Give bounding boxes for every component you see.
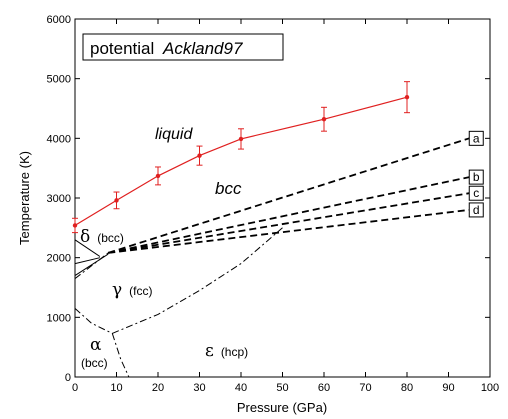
x-tick-label: 40 — [235, 382, 247, 394]
alpha-gamma-boundary — [75, 308, 112, 333]
melting-point — [405, 95, 409, 99]
chart-title: potential Ackland97 — [90, 39, 243, 58]
y-tick-label: 6000 — [47, 14, 71, 26]
curve-label-a: a — [473, 131, 480, 145]
curve-label-b: b — [473, 170, 480, 184]
title-name: Ackland97 — [162, 39, 243, 58]
melting-point — [73, 223, 77, 227]
phase-label-gamma: γ (fcc) — [112, 280, 153, 300]
phase-label-epsilon: ε (hcp) — [205, 341, 248, 361]
x-tick-label: 70 — [359, 382, 371, 394]
melting-point — [114, 198, 118, 202]
phase-boundaries: a bcd — [75, 131, 483, 377]
y-tick-label: 2000 — [47, 253, 71, 265]
x-tick-label: 10 — [110, 382, 122, 394]
phase-label-bcc: bcc — [215, 179, 242, 198]
bcc-boundary-c — [108, 193, 469, 253]
x-tick-label: 20 — [152, 382, 164, 394]
title-prefix: potential — [90, 39, 154, 58]
y-tick-label: 3000 — [47, 193, 71, 205]
curve-label-d: d — [473, 203, 480, 217]
y-axis-label: Temperature (K) — [17, 151, 32, 245]
x-tick-label: 60 — [318, 382, 330, 394]
phase-label-alpha-symbol: α — [90, 335, 102, 355]
axis-ticks: 0 10 20 30 40 50 60 70 80 90 100010002000300040005… — [47, 14, 500, 394]
bcc-boundary-a — [108, 138, 469, 253]
x-tick-label: 30 — [193, 382, 205, 394]
phase-label-liquid: liquid — [155, 126, 193, 143]
melting-point — [322, 117, 326, 121]
x-axis-label: Pressure (GPa) — [237, 400, 327, 415]
y-tick-label: 5000 — [47, 74, 71, 86]
phase-label-delta: δ (bcc) — [80, 227, 124, 247]
y-tick-label: 1000 — [47, 312, 71, 324]
melting-point — [239, 137, 243, 141]
alpha-epsilon-boundary — [112, 333, 129, 377]
bcc-boundary-d — [108, 210, 469, 253]
y-tick-label: 4000 — [47, 133, 71, 145]
melting-line — [75, 97, 407, 225]
gamma-epsilon-boundary — [112, 228, 282, 334]
x-tick-label: 80 — [401, 382, 413, 394]
phase-label-alpha-note: (bcc) — [81, 356, 108, 370]
curve-label-c: c — [473, 186, 479, 200]
x-tick-label: 90 — [442, 382, 454, 394]
melting-point — [197, 153, 201, 157]
x-tick-label: 0 — [72, 382, 78, 394]
melting-point — [156, 174, 160, 178]
bcc-boundary-b — [108, 177, 469, 253]
y-tick-label: 0 — [65, 372, 71, 384]
x-tick-label: 50 — [276, 382, 288, 394]
x-tick-label: 100 — [481, 382, 499, 394]
melting-curve — [72, 82, 410, 233]
